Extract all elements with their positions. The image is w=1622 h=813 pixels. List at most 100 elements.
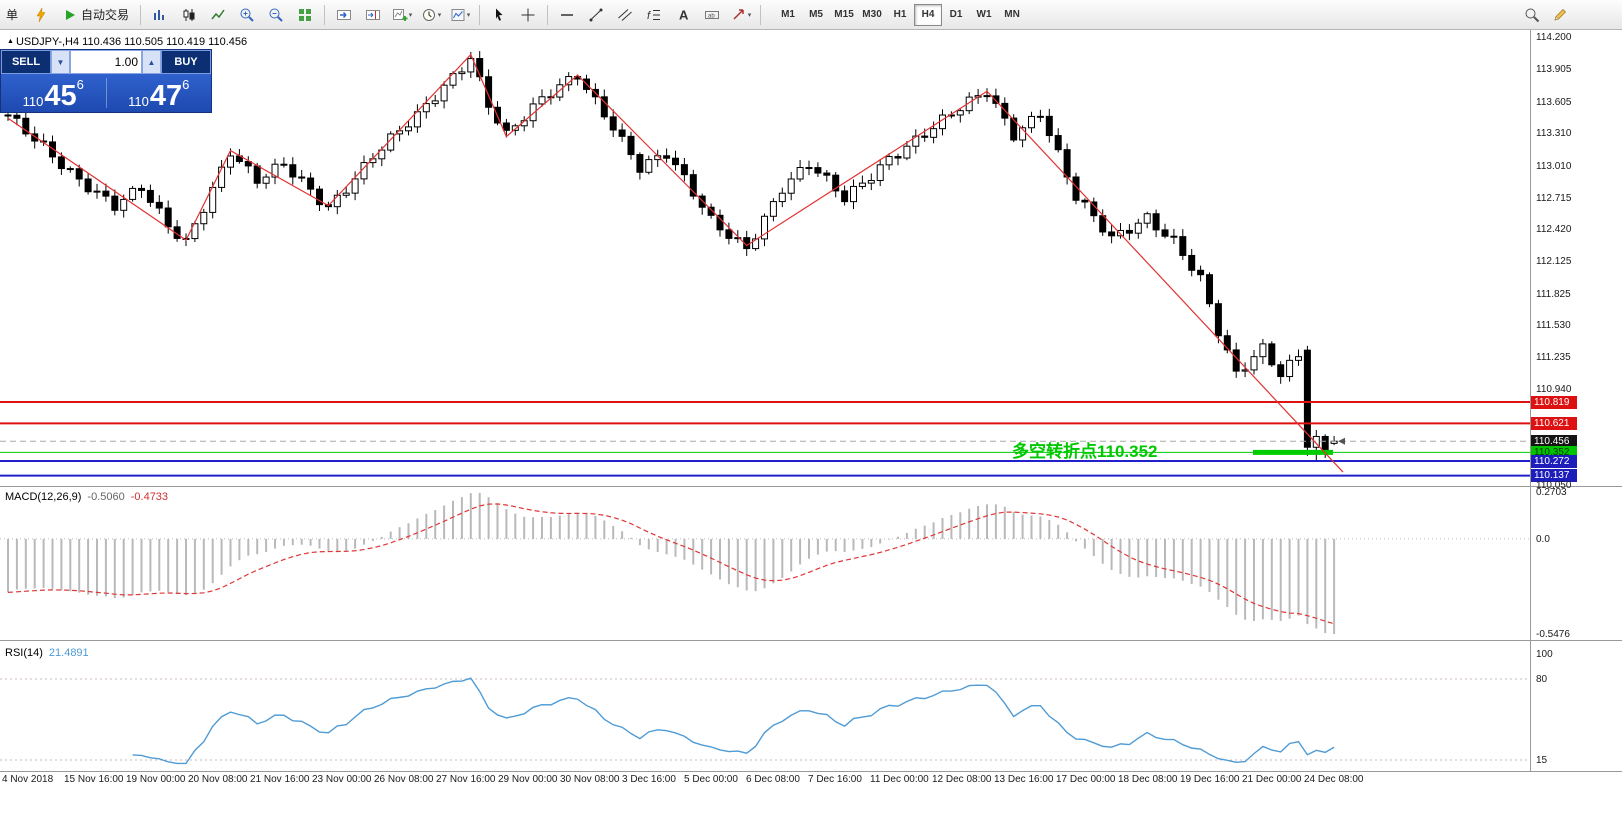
time-axis-label: 12 Dec 08:00 [932, 774, 992, 785]
price-axis[interactable]: 110.819 110.621 110.456 110.352 110.272 110.1… [1531, 30, 1622, 771]
periods-icon[interactable]: ▾ [417, 3, 445, 27]
bar-chart-mode-icon[interactable] [146, 3, 174, 27]
price-tag-110.621: 110.621 [1531, 416, 1577, 430]
trade-panel-prices: 110 45 6 110 47 6 [1, 74, 211, 112]
tile-windows-icon[interactable] [291, 3, 319, 27]
time-axis[interactable]: 4 Nov 2018 15 Nov 16:00 19 Nov 00:00 20 Nov… [0, 772, 1530, 790]
time-axis-label: 21 Nov 16:00 [250, 774, 310, 785]
templates-icon[interactable]: ▾ [446, 3, 474, 27]
time-axis-label: 29 Nov 00:00 [498, 774, 558, 785]
line-chart-mode-icon[interactable] [204, 3, 232, 27]
price-axis-label: 113.605 [1536, 96, 1572, 108]
price-axis-label: 111.530 [1536, 320, 1571, 332]
price-axis-label: 110.050 [1536, 480, 1572, 491]
time-axis-label: 23 Nov 00:00 [312, 774, 372, 785]
buy-button[interactable]: BUY [161, 50, 211, 74]
toolbar-separator [547, 4, 549, 25]
equidistant-channel-icon[interactable] [611, 3, 639, 27]
volume-up-button[interactable]: ▲ [142, 50, 161, 74]
rsi-axis-label: 80 [1536, 673, 1548, 685]
time-axis-label: 19 Dec 16:00 [1180, 774, 1240, 785]
volume-down-button[interactable]: ▼ [51, 50, 70, 74]
candlestick-mode-icon[interactable] [175, 3, 203, 27]
text-tool-icon[interactable]: A [669, 3, 697, 27]
price-divider [105, 78, 107, 108]
text-label-tool-icon[interactable]: ab [698, 3, 726, 27]
zoom-in-icon[interactable] [233, 3, 261, 27]
auto-trading-button[interactable]: 自动交易 [56, 3, 135, 26]
ask-big-digits: 47 [149, 80, 183, 112]
toolbar-separator [140, 4, 142, 25]
bid-pip-digit: 6 [76, 77, 84, 92]
dropdown-caret-icon: ▾ [437, 11, 442, 19]
trendline-icon[interactable] [582, 3, 610, 27]
price-axis-label: 112.125 [1536, 256, 1572, 268]
timeframe-m5[interactable]: M5 [809, 9, 823, 20]
macd-axis-label: 0.2703 [1536, 487, 1567, 498]
time-axis-label: 13 Dec 16:00 [994, 774, 1054, 785]
timeframe-w1[interactable]: W1 [976, 9, 992, 20]
macd-signal-line [7, 503, 1335, 625]
ask-price[interactable]: 110 47 6 [107, 74, 212, 112]
price-axis-label: 113.010 [1536, 160, 1572, 172]
zoom-out-icon[interactable] [262, 3, 290, 27]
one-click-trading-panel: SELL ▼ 1.00 ▲ BUY 110 45 6 110 47 6 [0, 49, 212, 113]
price-tag-110.819: 110.819 [1531, 395, 1577, 409]
price-tag-110.272: 110.272 [1531, 454, 1577, 468]
svg-text:f: f [647, 10, 651, 22]
price-axis-label: 114.200 [1536, 32, 1572, 44]
timeframe-mn[interactable]: MN [1004, 9, 1020, 20]
magnifier-icon[interactable] [1518, 3, 1546, 27]
price-axis-label: 111.235 [1536, 352, 1571, 364]
time-axis-label: 20 Nov 08:00 [188, 774, 248, 785]
time-axis-label: 24 Dec 08:00 [1304, 774, 1364, 785]
timeframe-h1[interactable]: H1 [893, 9, 907, 20]
cursor-icon[interactable] [485, 3, 513, 27]
time-axis-label: 21 Dec 00:00 [1242, 774, 1302, 785]
bid-price[interactable]: 110 45 6 [1, 74, 106, 112]
rsi-axis-label: 100 [1536, 649, 1553, 660]
timeframe-m1[interactable]: M1 [781, 9, 795, 20]
timeframe-m15[interactable]: M15 [834, 9, 854, 20]
svg-text:ab: ab [708, 13, 715, 19]
macd-axis-label: -0.5476 [1536, 629, 1570, 640]
dropdown-caret-icon: ▾ [466, 11, 471, 19]
timeframe-d1[interactable]: D1 [949, 9, 963, 20]
ask-prefix: 110 [128, 94, 149, 109]
time-axis-label: 17 Dec 00:00 [1056, 774, 1116, 785]
new-order-icon[interactable] [27, 3, 55, 27]
svg-text:A: A [679, 7, 689, 22]
edit-pencil-icon[interactable] [1546, 3, 1574, 27]
timeframe-h4[interactable]: H4 [914, 3, 943, 26]
new-chart-icon[interactable]: ▾ [388, 3, 416, 27]
dropdown-caret-icon: ▾ [408, 11, 413, 19]
bid-big-digits: 45 [44, 80, 77, 112]
macd-axis-label: 0.0 [1536, 533, 1550, 545]
menu-item-partial[interactable]: 单 [6, 8, 19, 22]
time-axis-label: 3 Dec 16:00 [622, 774, 676, 785]
time-axis-label: 15 Nov 16:00 [64, 774, 124, 785]
time-axis-label: 5 Dec 00:00 [684, 774, 738, 785]
price-axis-label: 110.940 [1536, 383, 1572, 395]
time-axis-label: 6 Dec 08:00 [746, 774, 800, 785]
timeframe-m30[interactable]: M30 [862, 9, 882, 20]
time-axis-label: 30 Nov 08:00 [560, 774, 620, 785]
crosshair-icon[interactable] [514, 3, 542, 27]
fibonacci-icon[interactable]: f [640, 3, 668, 27]
horizontal-line-icon[interactable] [553, 3, 581, 27]
bid-prefix: 110 [22, 94, 44, 109]
sell-button[interactable]: SELL [1, 50, 51, 74]
toolbar-separator [324, 4, 326, 25]
time-axis-label: 4 Nov 2018 [2, 774, 54, 785]
chart-shift-icon[interactable] [359, 3, 387, 27]
time-axis-label: 18 Dec 08:00 [1118, 774, 1178, 785]
auto-scroll-icon[interactable] [330, 3, 358, 27]
volume-input[interactable]: 1.00 [70, 50, 142, 74]
arrows-tool-icon[interactable]: ▾ [727, 3, 755, 27]
price-axis-label: 112.715 [1536, 192, 1572, 204]
time-axis-label: 11 Dec 00:00 [870, 774, 929, 785]
price-axis-label: 113.310 [1536, 128, 1572, 140]
